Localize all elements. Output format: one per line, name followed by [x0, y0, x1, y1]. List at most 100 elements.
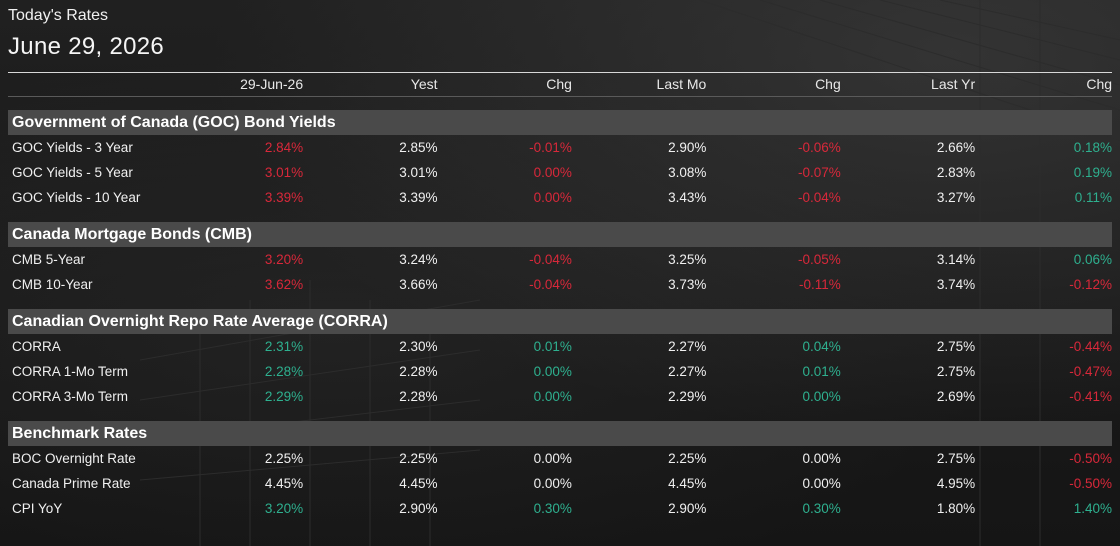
- table-cell: 2.66%: [936, 140, 976, 155]
- row-label: Canada Prime Rate: [12, 476, 131, 491]
- table-cell: 3.74%: [936, 277, 976, 292]
- row-label: BOC Overnight Rate: [12, 451, 136, 466]
- table-cell: 0.00%: [802, 389, 841, 404]
- table-row: GOC Yields - 3 Year 2.84% 2.85% -0.01% 2.90%…: [8, 135, 1112, 160]
- table-cell: 3.73%: [668, 277, 707, 292]
- table-header-row: 29-Jun-26 Yest Chg Last Mo Chg Last Yr C…: [8, 72, 1112, 97]
- table-cell: 3.66%: [399, 277, 438, 292]
- table-cell: 0.11%: [1074, 190, 1113, 205]
- table-cell: 2.27%: [668, 339, 707, 354]
- table-cell: -0.01%: [529, 140, 572, 155]
- table-cell: 0.18%: [1073, 140, 1113, 155]
- table-cell: -0.07%: [797, 165, 841, 180]
- table-cell: 3.39%: [264, 190, 304, 205]
- table-cell: -0.06%: [797, 140, 841, 155]
- table-cell: 3.39%: [399, 190, 438, 205]
- table-cell: 0.00%: [802, 451, 841, 466]
- table-cell: 1.40%: [1073, 501, 1113, 516]
- table-cell: 3.01%: [399, 165, 438, 180]
- row-label: GOC Yields - 5 Year: [12, 165, 133, 180]
- table-cell: 0.00%: [533, 165, 572, 180]
- table-cell: 2.90%: [668, 140, 707, 155]
- table-row: CORRA 2.31% 2.30% 0.01% 2.27% 0.04% 2.75% -0.44…: [8, 334, 1112, 359]
- table-cell: 0.30%: [802, 501, 841, 516]
- table-cell: 4.45%: [399, 476, 438, 491]
- table-cell: -0.50%: [1069, 451, 1113, 466]
- table-row: BOC Overnight Rate 2.25% 2.25% 0.00% 2.25% 0.…: [8, 446, 1112, 471]
- table-cell: 2.29%: [668, 389, 707, 404]
- table-cell: 2.85%: [399, 140, 438, 155]
- table-cell: 2.90%: [399, 501, 438, 516]
- row-label: CMB 10-Year: [12, 277, 93, 292]
- table-cell: 2.28%: [399, 389, 438, 404]
- column-header-chg-mo: Chg: [815, 76, 841, 92]
- row-label: CPI YoY: [12, 501, 63, 516]
- row-label: CORRA: [12, 339, 61, 354]
- table-cell: 1.80%: [936, 501, 976, 516]
- table-cell: 2.31%: [264, 339, 304, 354]
- page-title: June 29, 2026: [8, 33, 165, 60]
- table-cell: 3.43%: [668, 190, 707, 205]
- table-cell: -0.05%: [797, 252, 841, 267]
- section-header: Benchmark Rates: [8, 421, 1112, 446]
- table-cell: 2.25%: [668, 451, 707, 466]
- table-cell: 0.04%: [802, 339, 841, 354]
- header-divider: [8, 72, 1112, 73]
- section-header: Canada Mortgage Bonds (CMB): [8, 222, 1112, 247]
- table-cell: 0.00%: [533, 451, 572, 466]
- table-cell: 3.20%: [264, 501, 304, 516]
- table-cell: 0.30%: [533, 501, 572, 516]
- table-cell: -0.04%: [529, 252, 572, 267]
- table-cell: 0.00%: [533, 476, 572, 491]
- table-cell: 2.69%: [936, 389, 976, 404]
- table-cell: 3.01%: [264, 165, 304, 180]
- table-cell: 2.29%: [264, 389, 304, 404]
- table-cell: 0.00%: [533, 190, 572, 205]
- row-label: CMB 5-Year: [12, 252, 86, 267]
- table-cell: 2.75%: [936, 339, 976, 354]
- section-header: Canadian Overnight Repo Rate Average (CO…: [8, 309, 1112, 334]
- column-header-yest: Yest: [410, 76, 438, 92]
- row-label: GOC Yields - 3 Year: [12, 140, 133, 155]
- table-cell: 3.14%: [936, 252, 976, 267]
- table-cell: -0.12%: [1069, 277, 1113, 292]
- table-cell: 0.00%: [533, 364, 572, 379]
- table-cell: 0.00%: [802, 476, 841, 491]
- column-header-chg-yest: Chg: [546, 76, 572, 92]
- table-cell: 0.00%: [533, 389, 572, 404]
- table-cell: -0.41%: [1069, 389, 1113, 404]
- column-header-last-yr: Last Yr: [931, 76, 976, 92]
- table-cell: 2.28%: [264, 364, 304, 379]
- table-cell: 2.27%: [668, 364, 707, 379]
- row-label: CORRA 1-Mo Term: [12, 364, 129, 379]
- table-cell: 2.84%: [264, 140, 304, 155]
- page-subtitle: Today's Rates: [8, 7, 108, 24]
- table-cell: 4.45%: [264, 476, 304, 491]
- table-cell: 2.30%: [399, 339, 438, 354]
- table-row: GOC Yields - 10 Year 3.39% 3.39% 0.00% 3.43%…: [8, 185, 1112, 210]
- table-cell: 0.19%: [1073, 165, 1113, 180]
- table-cell: -0.47%: [1069, 364, 1113, 379]
- table-row: Canada Prime Rate 4.45% 4.45% 0.00% 4.45% 0.0…: [8, 471, 1112, 496]
- table-row: GOC Yields - 5 Year 3.01% 3.01% 0.00% 3.08% -…: [8, 160, 1112, 185]
- table-cell: 3.62%: [264, 277, 304, 292]
- table-row: CORRA 1-Mo Term 2.28% 2.28% 0.00% 2.27% 0.01%…: [8, 359, 1112, 384]
- table-cell: 3.20%: [264, 252, 304, 267]
- table-cell: 4.45%: [668, 476, 707, 491]
- table-cell: 2.25%: [399, 451, 438, 466]
- row-label: GOC Yields - 10 Year: [12, 190, 141, 205]
- table-cell: 4.95%: [936, 476, 976, 491]
- column-header-chg-yr: Chg: [1086, 76, 1113, 92]
- sections-container: Government of Canada (GOC) Bond Yields GO…: [8, 110, 1112, 521]
- table-cell: 3.27%: [936, 190, 976, 205]
- table-cell: 2.90%: [668, 501, 707, 516]
- table-row: CPI YoY 3.20% 2.90% 0.30% 2.90% 0.30% 1.80% 1.4…: [8, 496, 1112, 521]
- table-cell: 0.06%: [1073, 252, 1113, 267]
- table-cell: 2.25%: [264, 451, 304, 466]
- table-cell: 3.08%: [668, 165, 707, 180]
- section-header: Government of Canada (GOC) Bond Yields: [8, 110, 1112, 135]
- column-header-today: 29-Jun-26: [240, 76, 304, 92]
- table-cell: -0.11%: [798, 277, 841, 292]
- table-cell: -0.44%: [1069, 339, 1113, 354]
